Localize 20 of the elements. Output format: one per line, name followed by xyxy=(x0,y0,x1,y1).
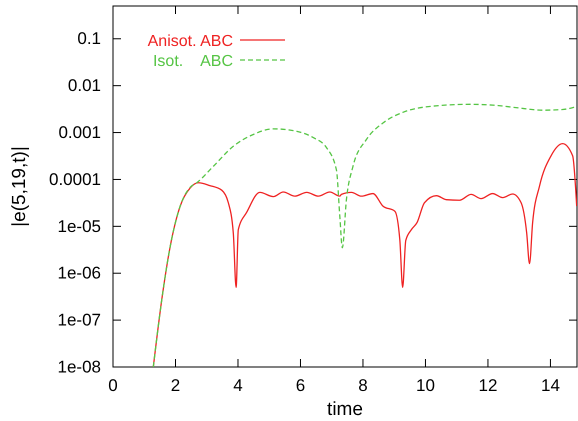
x-axis-title: time xyxy=(327,399,363,420)
x-tick-label: 2 xyxy=(170,376,180,396)
y-tick-label: 0.0001 xyxy=(49,170,101,189)
x-tick-label: 4 xyxy=(233,376,243,396)
x-tick-label: 12 xyxy=(478,376,498,396)
y-tick-label: 0.1 xyxy=(77,29,101,48)
y-tick-label: 0.01 xyxy=(68,76,101,96)
y-axis-title: |e(5,19,t)| xyxy=(9,146,30,227)
legend-label: Isot. ABC xyxy=(152,53,233,70)
legend-label: Anisot. ABC xyxy=(148,33,233,50)
x-tick-label: 8 xyxy=(358,376,368,396)
y-tick-label: 1e-08 xyxy=(58,357,101,376)
x-tick-label: 14 xyxy=(540,376,560,396)
x-tick-label: 6 xyxy=(296,376,306,396)
y-tick-label: 1e-07 xyxy=(58,310,101,330)
y-tick-label: 1e-05 xyxy=(58,216,101,236)
x-tick-label: 0 xyxy=(108,376,118,396)
x-tick-label: 10 xyxy=(416,376,435,396)
y-tick-label: 1e-06 xyxy=(58,264,101,283)
y-tick-label: 0.001 xyxy=(58,122,101,142)
